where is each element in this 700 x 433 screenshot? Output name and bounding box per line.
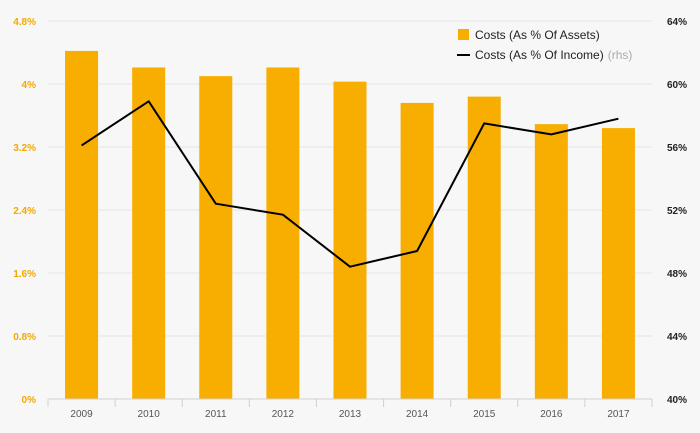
y-left-tick-label: 0% (22, 395, 37, 406)
bar-2013 (333, 81, 367, 399)
x-tick-label: 2011 (205, 409, 227, 420)
y-right-tick-label: 40% (667, 395, 687, 406)
bar-2015 (467, 96, 501, 399)
line-series (81, 100, 619, 268)
x-tick-label: 2014 (406, 409, 429, 420)
x-tick-label: 2016 (540, 409, 563, 420)
y-right-tick-label: 64% (667, 17, 687, 28)
y-left-tick-label: 0.8% (13, 332, 36, 343)
x-tick-label: 2009 (70, 409, 93, 420)
bar-2017 (601, 128, 635, 399)
bar-2012 (266, 67, 300, 400)
x-tick-label: 2013 (339, 409, 362, 420)
y-right-tick-label: 48% (667, 269, 687, 280)
legend-line-name: Costs (As % Of Income) (475, 48, 604, 62)
y-left-tick-label: 3.2% (13, 143, 36, 154)
bar-2009 (65, 50, 99, 400)
x-tick-label: 2012 (272, 409, 295, 420)
legend-rhs-note: (rhs) (608, 48, 633, 62)
legend-bar-swatch (458, 29, 469, 40)
legend: Costs (As % Of Assets) Costs (As % Of In… (457, 28, 632, 62)
legend-bar-label: Costs (As % Of Assets) (475, 28, 600, 42)
y-left-tick-label: 2.4% (13, 206, 36, 217)
x-tick-label: 2015 (473, 409, 496, 420)
y-right-tick-label: 56% (667, 143, 687, 154)
x-tick-label: 2010 (138, 409, 161, 420)
x-tick-label: 2017 (607, 409, 630, 420)
y-right-tick-label: 52% (667, 206, 687, 217)
y-right-tick-label: 44% (667, 332, 687, 343)
bar-2016 (534, 124, 568, 399)
y-left-tick-label: 1.6% (13, 269, 36, 280)
bar-2010 (132, 67, 166, 400)
bar-2011 (199, 76, 233, 399)
legend-line-label: Costs (As % Of Income) (rhs) (475, 48, 632, 62)
axes: 0% 0.8% 1.6% 2.4% 3.2% 4% 4.8% 40% 44% 48% 52% 56% 6… (13, 17, 687, 420)
y-right-tick-label: 60% (667, 80, 687, 91)
bar-series (65, 50, 635, 400)
y-left-tick-label: 4% (22, 80, 37, 91)
y-left-tick-label: 4.8% (13, 17, 36, 28)
